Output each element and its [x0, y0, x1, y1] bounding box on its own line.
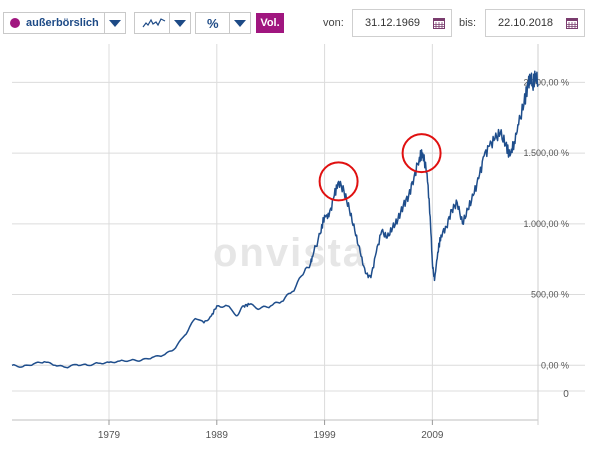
- chart-annotations: [318, 133, 442, 202]
- chart-type-select[interactable]: [134, 12, 191, 34]
- line-chart-icon: [142, 18, 166, 28]
- price-chart: onvista 0,00 % 500,00 % 1.000,00 % 1.500,00…: [11, 44, 585, 441]
- x-axis: 1979 1989 1999 2009: [98, 420, 444, 441]
- series-line: [11, 70, 539, 369]
- x-tick-label: 2009: [421, 430, 444, 441]
- y-tick-label: 2.000,00 %: [523, 77, 569, 87]
- from-label: von:: [323, 17, 344, 29]
- y-tick-label: 0,00 %: [541, 360, 569, 370]
- volume-axis-label: 0: [563, 389, 569, 400]
- purple-dot-icon: [10, 18, 20, 28]
- highlight-circle: [318, 161, 359, 202]
- x-tick-label: 1989: [206, 430, 229, 441]
- chart-toolbar: außerbörslich % Vol. von: 31.12.1969 bis…: [0, 0, 591, 44]
- volume-toggle-button[interactable]: Vol.: [256, 13, 284, 33]
- from-date-value: 31.12.1969: [365, 17, 421, 29]
- highlight-circle: [401, 133, 442, 174]
- chevron-down-icon: [174, 19, 186, 27]
- y-tick-label: 1.500,00 %: [523, 148, 569, 158]
- calendar-icon[interactable]: [566, 17, 578, 29]
- chart-type-dropdown-button[interactable]: [169, 13, 190, 33]
- y-axis-labels: 0,00 % 500,00 % 1.000,00 % 1.500,00 % 2.000,…: [523, 77, 569, 370]
- to-date-value: 22.10.2018: [498, 17, 554, 29]
- x-tick-label: 1979: [98, 430, 121, 441]
- x-tick-label: 1999: [313, 430, 336, 441]
- exchange-dropdown-button[interactable]: [104, 13, 125, 33]
- exchange-label: außerbörslich: [26, 17, 99, 29]
- to-label: bis:: [459, 17, 477, 29]
- calendar-icon[interactable]: [433, 17, 445, 29]
- chevron-down-icon: [109, 19, 121, 27]
- onvista-watermark: onvista: [213, 231, 367, 275]
- scale-dropdown-button[interactable]: [229, 13, 250, 33]
- to-date-field[interactable]: 22.10.2018: [485, 9, 585, 37]
- y-tick-label: 1.000,00 %: [523, 219, 569, 229]
- percent-label: %: [207, 15, 219, 31]
- y-tick-label: 500,00 %: [531, 290, 569, 300]
- chevron-down-icon: [234, 19, 246, 27]
- scale-select[interactable]: %: [195, 12, 251, 34]
- chart-series: [11, 70, 539, 369]
- chart-grid: [12, 44, 585, 425]
- from-date-field[interactable]: 31.12.1969: [352, 9, 452, 37]
- exchange-select[interactable]: außerbörslich: [3, 12, 126, 34]
